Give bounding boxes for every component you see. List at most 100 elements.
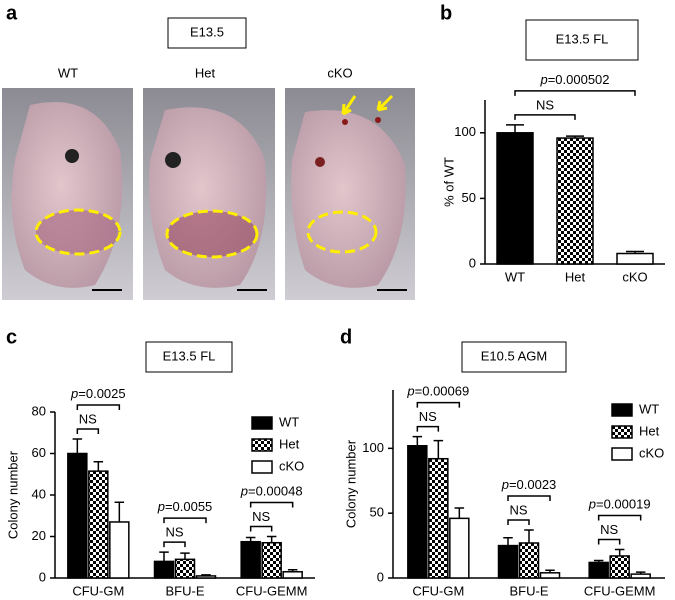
bar: [588, 561, 609, 579]
bar: [449, 517, 470, 579]
x-tick-label: CFU-GM: [72, 583, 124, 598]
bar: [109, 521, 130, 579]
legend-swatch: [251, 438, 273, 452]
x-tick-label: WT: [505, 269, 525, 284]
error-bar: [266, 535, 277, 543]
x-tick-label: CFU-GEMM: [236, 583, 308, 598]
bracket: [416, 425, 440, 432]
title-box: [145, 341, 233, 373]
bar: [240, 540, 261, 579]
y-tick-label: 0: [377, 569, 384, 584]
error-bar: [545, 569, 555, 573]
bar: [496, 132, 534, 265]
ns-label: NS: [600, 522, 618, 537]
x-tick-label: CFU-GM: [412, 583, 464, 598]
bar: [609, 555, 630, 579]
bar: [153, 560, 175, 579]
bar: [88, 470, 109, 579]
legend-label: Het: [639, 423, 660, 438]
x-tick-label: Het: [565, 269, 586, 284]
error-bar: [159, 551, 169, 562]
error-bar: [635, 571, 646, 575]
error-bar: [180, 552, 190, 560]
bracket: [416, 401, 461, 408]
error-bar: [114, 501, 125, 522]
error-bar: [245, 536, 256, 542]
chart-title: E13.5 FL: [163, 348, 216, 363]
column-label: cKO: [327, 65, 352, 80]
panel-label: b: [440, 2, 452, 24]
bar: [67, 452, 88, 579]
ns-label: NS: [536, 97, 554, 112]
legend-label: WT: [639, 401, 659, 416]
x-tick-label: cKO: [622, 269, 647, 284]
x-tick-label: CFU-GEMM: [584, 583, 656, 598]
title-box: [461, 341, 567, 373]
bar: [518, 542, 540, 579]
error-bar: [72, 438, 83, 454]
ns-label: NS: [79, 411, 97, 426]
error-bar: [412, 435, 423, 446]
p-value: p=0.0023: [501, 477, 557, 492]
y-axis-label: Colony number: [5, 450, 20, 539]
error-bar: [93, 461, 104, 472]
bar: [616, 252, 654, 265]
ns-label: NS: [419, 409, 437, 424]
bar: [539, 572, 561, 579]
bar: [261, 541, 282, 579]
p-value: p=0.00019: [588, 497, 651, 512]
legend-label: WT: [279, 414, 299, 429]
bracket: [163, 541, 186, 548]
bar: [556, 137, 594, 265]
legend-label: Het: [279, 436, 300, 451]
y-axis-label: Colony number: [343, 439, 358, 528]
error-bar: [287, 568, 298, 572]
ns-label: NS: [509, 502, 527, 517]
bracket: [249, 525, 273, 532]
y-tick-label: 20: [32, 528, 46, 543]
chart-title: E10.5 AGM: [481, 348, 547, 363]
chart-title: E13.5 FL: [556, 31, 609, 46]
error-bar: [626, 250, 644, 254]
error-bar: [454, 507, 465, 519]
error-bar: [614, 548, 625, 556]
bracket: [597, 538, 621, 545]
bracket: [163, 517, 207, 524]
y-tick-label: 60: [32, 445, 46, 460]
error-bar: [524, 529, 534, 543]
x-tick-label: BFU-E: [510, 583, 549, 598]
p-value: p=0.00048: [240, 484, 303, 499]
ns-label: NS: [252, 509, 270, 524]
y-tick-label: 80: [32, 403, 46, 418]
y-tick-label: 100: [454, 124, 476, 139]
column-label: Het: [195, 65, 216, 80]
p-value: p=0.0025: [70, 386, 126, 401]
bracket: [514, 90, 636, 96]
ns-label: NS: [165, 525, 183, 540]
bracket: [597, 514, 642, 521]
error-bar: [201, 574, 211, 576]
y-axis-label: % of WT: [441, 157, 456, 207]
p-value: p=0.000502: [539, 72, 609, 87]
bar: [174, 558, 196, 579]
bar: [497, 544, 519, 579]
title-box: [167, 17, 247, 49]
legend-swatch: [251, 416, 273, 430]
bar: [630, 573, 651, 579]
x-tick-label: BFU-E: [166, 583, 205, 598]
bracket: [76, 428, 100, 434]
bracket: [249, 501, 294, 508]
panel-label: d: [340, 326, 352, 348]
legend-swatch: [611, 403, 633, 417]
error-bar: [593, 559, 604, 563]
legend-swatch: [611, 447, 633, 461]
error-bar: [566, 135, 584, 139]
title-box: [525, 19, 639, 61]
y-tick-label: 0: [469, 255, 476, 270]
y-tick-label: 100: [362, 440, 384, 455]
legend-swatch: [611, 425, 633, 439]
error-bar: [503, 537, 513, 546]
bar: [428, 457, 449, 579]
column-label: WT: [58, 65, 78, 80]
